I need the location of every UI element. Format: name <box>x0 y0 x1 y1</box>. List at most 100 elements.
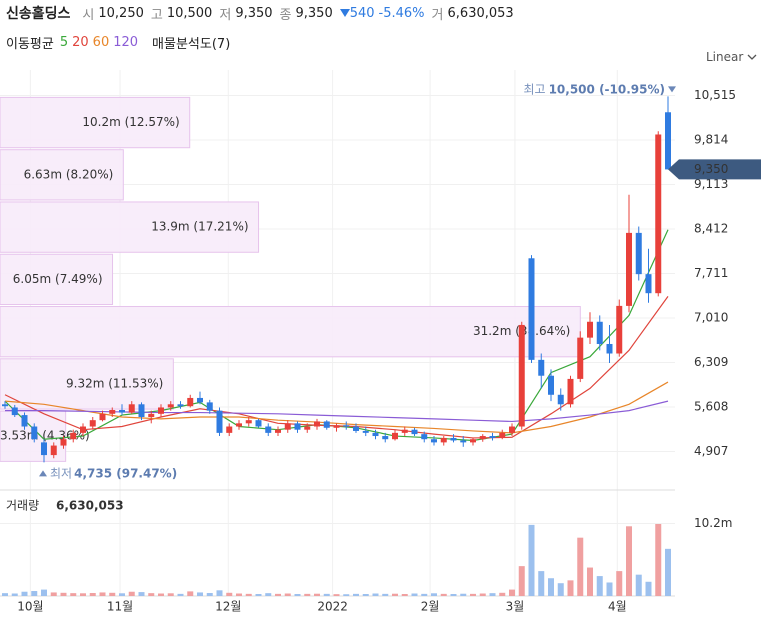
price-tag <box>668 159 761 180</box>
candle-body <box>616 305 623 354</box>
volume-bar <box>226 592 233 596</box>
volume-bar <box>382 593 389 596</box>
candle-body <box>138 404 145 417</box>
volume-bar <box>440 593 447 596</box>
high-annotation: 최고 10,500 (-10.95%) <box>523 82 665 96</box>
candle-body <box>60 439 67 446</box>
candle-body <box>518 324 525 427</box>
candle-body <box>450 437 457 441</box>
volume-bar <box>21 591 28 596</box>
candle-body <box>372 432 379 437</box>
legend-entry[interactable]: 120 <box>113 35 139 50</box>
x-tick-label: 10월 <box>17 600 43 614</box>
volume-bar <box>557 583 564 596</box>
legend-entry[interactable]: 5 <box>59 35 69 50</box>
profile-label: 10.2m (12.57%) <box>82 115 179 129</box>
candle-body <box>50 445 57 456</box>
volume-bar <box>567 580 574 596</box>
value: 9,350 <box>235 5 273 21</box>
candle-body <box>119 410 125 413</box>
y-tick-label: 7,711 <box>694 266 728 280</box>
down-arrow <box>339 9 350 17</box>
candle-body <box>606 343 613 354</box>
volume-bar <box>528 524 535 596</box>
candle-body <box>538 359 545 376</box>
value: 10,250 <box>98 5 144 21</box>
candle-body <box>567 378 574 405</box>
candle-body <box>80 426 86 433</box>
candle-body <box>167 404 174 408</box>
volume-bar <box>128 591 135 596</box>
volume-bar <box>2 593 8 596</box>
candle-body <box>216 410 223 433</box>
candle-body <box>206 402 213 411</box>
candle-body <box>187 397 194 407</box>
profile-bar <box>0 201 260 253</box>
profile-label: 3.53m (4.36%) <box>0 429 90 443</box>
candle-body <box>548 375 554 395</box>
volume-bar <box>372 593 379 596</box>
volume-bar <box>470 593 476 596</box>
volume-bar <box>109 592 116 596</box>
label: 거 <box>431 7 444 23</box>
candle-body <box>284 423 291 430</box>
volume-bar <box>89 593 96 596</box>
volume-bar <box>635 574 642 596</box>
volume-bar <box>655 523 662 596</box>
candle-body <box>99 413 106 421</box>
x-tick-label: 2월 <box>421 600 440 614</box>
profile-bar <box>0 358 174 410</box>
x-tick-label: 2022 <box>317 600 348 614</box>
profile-bar <box>0 149 124 201</box>
candle-body <box>362 430 369 433</box>
volume-bar <box>167 593 174 596</box>
candle-body <box>431 439 437 443</box>
high-text: 10,500 (-10.95%) <box>549 82 665 96</box>
volume-bar <box>577 537 584 596</box>
legend-entry[interactable]: 20 <box>72 35 89 50</box>
volume-bar <box>665 548 671 596</box>
x-tick-label: 11월 <box>107 600 133 614</box>
scale-button[interactable]: Linear <box>706 50 757 64</box>
candle-body <box>557 394 564 405</box>
candle-body <box>577 337 584 379</box>
legend-items: 5 20 60 120 <box>60 35 138 50</box>
volume-bar <box>353 593 359 596</box>
volume-bar <box>206 593 213 596</box>
candle-body <box>596 321 603 344</box>
volume-bar <box>148 593 155 596</box>
candle-body <box>11 407 18 416</box>
volume-bar <box>314 593 320 596</box>
ma-line <box>5 400 669 423</box>
scale-label[interactable]: Linear <box>706 50 744 64</box>
candle-body <box>440 437 447 443</box>
candle-body <box>265 426 272 433</box>
volume-bar <box>392 593 398 596</box>
volume-bar <box>187 591 194 596</box>
y-tick-label: 10.2m <box>694 516 732 530</box>
volume-bar <box>60 592 67 596</box>
legend-title: 이동평균 <box>6 37 54 52</box>
profile-bar <box>0 253 114 306</box>
profile-title[interactable]: 매물분석도(7) <box>152 37 231 52</box>
candle-body <box>177 404 184 407</box>
volume-bar <box>236 593 242 596</box>
profile-bar <box>0 306 581 358</box>
volume-bar <box>548 578 554 596</box>
volume-bar <box>596 576 603 596</box>
header: 신송홀딩스 시 10,250 고 10,500 저 9,350 종 9,350 … <box>6 3 514 23</box>
x-tick-label: 4월 <box>608 600 627 614</box>
ma-legend: 이동평균 5 20 60 120 매물분석도(7) <box>6 33 230 52</box>
profile-label: 13.9m (17.21%) <box>151 220 248 234</box>
change-pct: -5.46% <box>378 5 425 21</box>
candle-body <box>323 421 330 428</box>
volume-bar <box>626 526 632 596</box>
volume-bar <box>41 589 47 596</box>
y-tick-label: 7,010 <box>694 310 728 324</box>
value: 9,350 <box>295 5 333 21</box>
volume-bar <box>606 582 613 596</box>
legend-entry[interactable]: 60 <box>92 35 110 50</box>
profile-label: 9.32m (11.53%) <box>66 376 163 390</box>
